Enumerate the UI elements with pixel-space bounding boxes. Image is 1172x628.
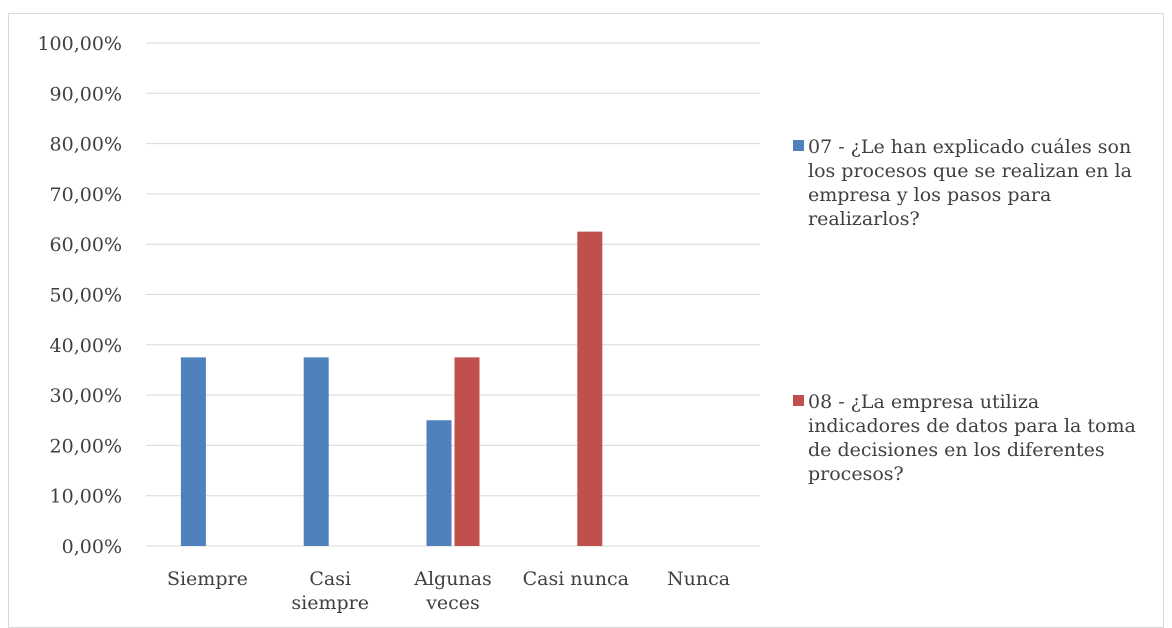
- y-axis-ticks: 0,00% 10,00% 20,00% 30,00% 40,00% 50,00% 60,00…: [37, 33, 122, 558]
- bar-series-2: [577, 231, 603, 546]
- y-tick-label: 0,00%: [62, 536, 122, 558]
- y-tick-label: 20,00%: [50, 435, 122, 457]
- legend-label-1: 07 - ¿Le han explicado cuáles son los pro…: [808, 136, 1132, 230]
- gridlines: [146, 42, 760, 547]
- bar-series-1: [180, 357, 206, 546]
- bars: [180, 231, 603, 546]
- x-tick-label: Nunca: [667, 568, 730, 590]
- x-axis-ticks: Siempre Casi siempre Algunas veces Casi nunca…: [167, 568, 730, 614]
- y-tick-label: 30,00%: [50, 385, 122, 407]
- y-tick-label: 70,00%: [50, 184, 122, 206]
- bar-series-2: [454, 357, 480, 546]
- y-tick-label: 50,00%: [50, 285, 122, 307]
- y-tick-label: 80,00%: [50, 134, 122, 156]
- y-tick-label: 40,00%: [50, 335, 122, 357]
- x-tick-label: Casi siempre: [291, 568, 369, 614]
- x-tick-label: Casi nunca: [523, 568, 629, 590]
- legend-label-2: 08 - ¿La empresa utiliza indicadores de d…: [808, 391, 1136, 485]
- x-tick-label: Algunas veces: [413, 568, 492, 614]
- legend: 07 - ¿Le han explicado cuáles son los pro…: [793, 136, 1136, 485]
- y-tick-label: 10,00%: [50, 486, 122, 508]
- y-tick-label: 100,00%: [37, 33, 122, 55]
- bar-series-1: [426, 420, 452, 546]
- legend-swatch-2: [793, 395, 804, 406]
- y-tick-label: 90,00%: [50, 83, 122, 105]
- y-tick-label: 60,00%: [50, 234, 122, 256]
- bar-series-1: [303, 357, 329, 546]
- legend-swatch-1: [793, 140, 804, 151]
- x-tick-label: Siempre: [167, 568, 248, 590]
